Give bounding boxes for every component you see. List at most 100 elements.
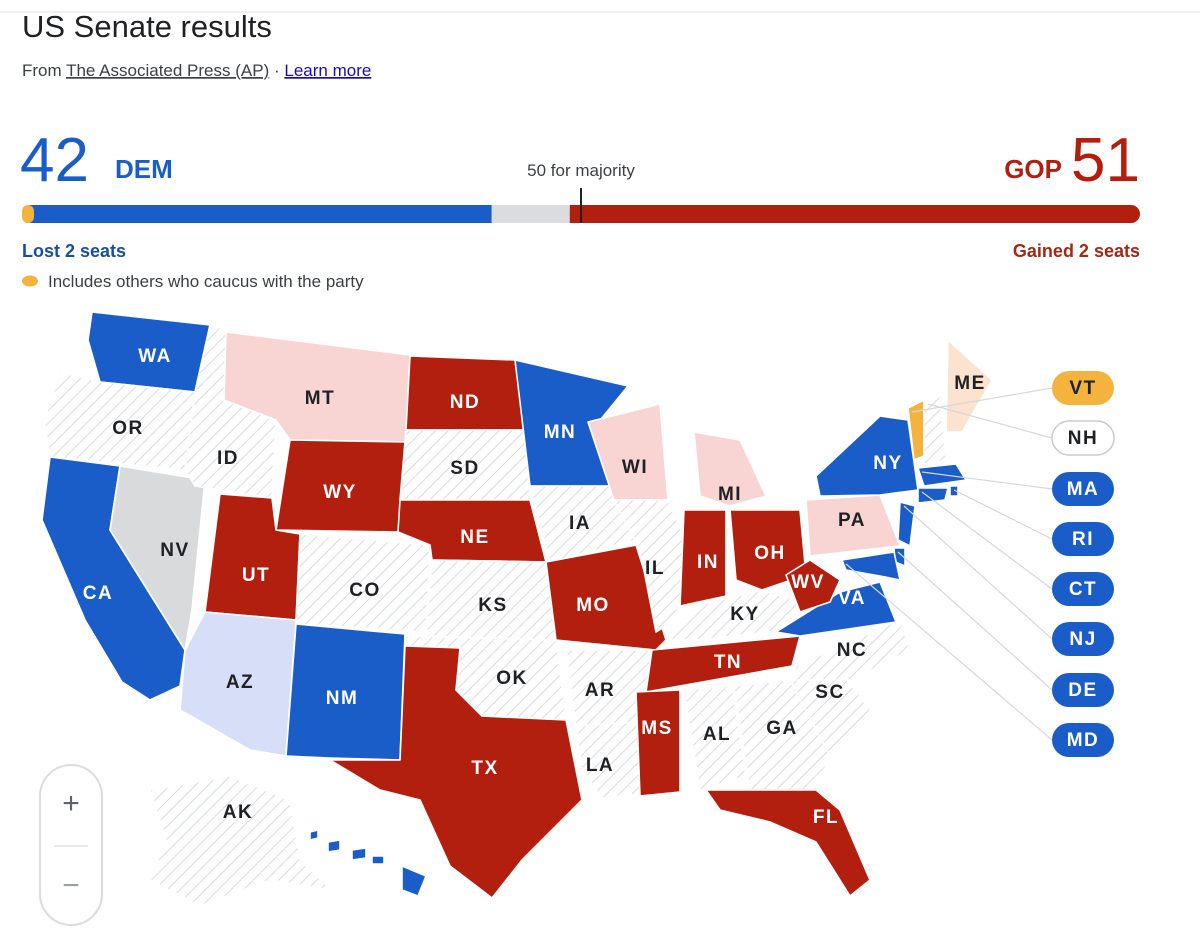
dem-others-cap [22, 205, 34, 223]
state-label: OR [112, 418, 144, 439]
state-label: WY [323, 482, 357, 503]
state-label: VT [1069, 378, 1096, 399]
leader-line [921, 491, 1053, 590]
state-label: ND [450, 392, 480, 413]
dem-seats: 42 [20, 126, 89, 195]
state-label: ME [954, 373, 986, 394]
state-label: MT [305, 388, 335, 409]
state-label: PA [838, 510, 866, 531]
state-label: NJ [1069, 629, 1096, 650]
zoom-out-button[interactable]: − [62, 869, 80, 902]
state [805, 494, 901, 557]
state-label: NE [460, 527, 489, 548]
source-link[interactable]: The Associated Press (AP) [66, 61, 269, 80]
state-label: VA [838, 588, 866, 609]
state [613, 499, 691, 633]
state-label: MD [1067, 730, 1100, 751]
leader-line [953, 489, 1053, 540]
state-label: IA [569, 513, 591, 534]
state-pill [1052, 723, 1114, 757]
state-label: KS [478, 595, 507, 616]
state-label: FL [813, 807, 839, 828]
state [679, 509, 727, 607]
state-label: HI [357, 867, 379, 888]
state-label: MA [1067, 479, 1100, 500]
source-line: From The Associated Press (AP) · Learn m… [22, 61, 371, 80]
gop-segment-body [569, 205, 1131, 223]
state [789, 619, 911, 681]
state-label: MS [641, 718, 673, 739]
state-label: WA [138, 346, 172, 367]
state [785, 559, 841, 613]
state-label: DE [1068, 680, 1097, 701]
us-map: WA OR CA NV ID MT WY UT AZ CO NM ND SD NE KS OK TX MN IA MO… [41, 311, 1115, 907]
state-label: CT [1069, 579, 1097, 600]
leader-line [903, 505, 1053, 640]
zoom-in-button[interactable]: + [62, 787, 80, 820]
state [917, 487, 949, 504]
gop-change: Gained 2 seats [1013, 241, 1140, 261]
state-label: UT [242, 565, 270, 586]
state-label: NH [1068, 428, 1098, 449]
state-label: RI [1072, 529, 1094, 550]
state-label: IN [697, 552, 719, 573]
zoom-panel [39, 764, 103, 926]
state-label: OK [496, 668, 528, 689]
leader-lines [845, 387, 1053, 741]
others-swatch [22, 275, 38, 287]
state-pill [1051, 420, 1115, 456]
state-label: NM [326, 688, 359, 709]
state-label: WV [791, 572, 825, 593]
state-label: SC [815, 682, 844, 703]
state-label: AK [223, 802, 253, 823]
state [309, 829, 427, 897]
leader-line [897, 551, 1053, 691]
state [949, 485, 959, 497]
state-pill [1052, 572, 1114, 606]
state-label: MO [576, 595, 610, 616]
state-label: NC [837, 640, 867, 661]
state [729, 509, 807, 591]
state-pill [1052, 472, 1114, 506]
state-label: WI [622, 457, 648, 478]
seat-bar [22, 188, 1140, 223]
zoom-control: + − [39, 764, 103, 926]
state [545, 544, 667, 651]
state-pill [1052, 371, 1114, 405]
state [841, 551, 901, 581]
title: US Senate results [22, 9, 272, 44]
leader-line [911, 387, 1053, 413]
state-label: LA [586, 755, 614, 776]
dem-change: Lost 2 seats [22, 241, 126, 261]
state [945, 339, 993, 433]
state [645, 635, 801, 693]
state-pill [1052, 673, 1114, 707]
dem-party: DEM [115, 154, 173, 184]
state-label: OH [754, 543, 786, 564]
state [635, 689, 681, 797]
state-labels: WA OR CA NV ID MT WY UT AZ CO NM ND SD NE KS OK TX MN IA MO… [83, 346, 1115, 888]
state [285, 623, 406, 761]
state-label: TX [471, 758, 498, 779]
separator: · [274, 61, 280, 80]
leader-line [845, 563, 1053, 741]
gop-party: GOP [1004, 154, 1062, 184]
state-label: SD [450, 458, 479, 479]
source-prefix: From [22, 61, 62, 80]
state-label: TN [714, 652, 742, 673]
state [705, 789, 871, 897]
state-pill [1052, 622, 1114, 656]
learn-more-link[interactable]: Learn more [284, 61, 371, 80]
state [149, 775, 333, 907]
leader-line [921, 471, 1053, 490]
leader-line [927, 403, 1053, 439]
state-label: IL [645, 558, 665, 579]
state [733, 679, 831, 791]
state [683, 685, 747, 791]
state-label: AL [703, 724, 731, 745]
gop-seats: 51 [1071, 126, 1140, 195]
dem-segment-body [35, 205, 492, 223]
state [897, 501, 916, 547]
